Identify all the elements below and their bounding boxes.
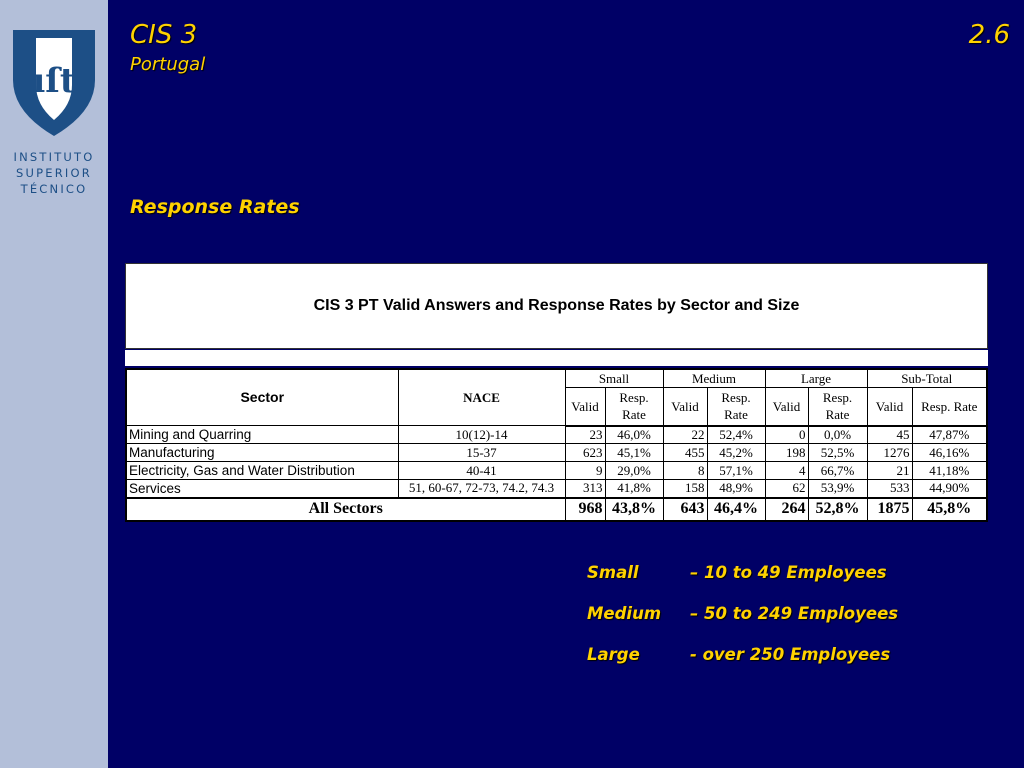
legend-description: – 10 to 49 Employees [690, 563, 887, 582]
total-row: All Sectors 968 43,8% 643 46,4% 264 52,8% 1875 4… [125, 496, 988, 521]
valid-cell: 313 [564, 479, 606, 498]
total-rate-cell: 45,8% [911, 496, 988, 521]
svg-text:ıſt: ıſt [32, 61, 76, 101]
total-label: All Sectors [125, 496, 566, 521]
header-resp-rate: Resp. Rate [604, 387, 664, 427]
table-row: Services 51, 60-67, 72-73, 74.2, 74.3 313 4… [125, 479, 988, 498]
logo-text-line1: INSTITUTO [13, 150, 95, 164]
sector-cell: Manufacturing [125, 443, 399, 462]
nace-cell: 51, 60-67, 72-73, 74.2, 74.3 [397, 479, 566, 498]
valid-cell: 8 [662, 461, 708, 480]
header-resp-rate: Resp. Rate [807, 387, 868, 427]
slide-subtitle: Portugal [130, 54, 206, 75]
table-row: Manufacturing 15-37 623 45,1% 455 45,2% 198 52,… [125, 443, 988, 462]
valid-cell: 455 [662, 443, 708, 462]
caption-band [125, 350, 988, 366]
valid-cell: 45 [866, 425, 913, 444]
rate-cell: 52,4% [706, 425, 766, 444]
ist-logo-shield: ıſt [13, 30, 95, 136]
rate-cell: 52,5% [807, 443, 868, 462]
valid-cell: 21 [866, 461, 913, 480]
valid-cell: 533 [866, 479, 913, 498]
sector-cell: Mining and Quarring [125, 425, 399, 444]
legend-description: – 50 to 249 Employees [690, 604, 899, 623]
rate-cell: 41,18% [911, 461, 988, 480]
header-subtotal: Sub-Total [866, 368, 988, 388]
logo-text-line3: TÉCNICO [20, 182, 88, 196]
table-row: Electricity, Gas and Water Distribution 4… [125, 461, 988, 480]
rate-cell: 41,8% [604, 479, 664, 498]
valid-cell: 22 [662, 425, 708, 444]
sector-cell: Electricity, Gas and Water Distribution [125, 461, 399, 480]
header-valid: Valid [662, 387, 708, 427]
total-valid-cell: 968 [564, 496, 606, 521]
rate-cell: 47,87% [911, 425, 988, 444]
sector-cell: Services [125, 479, 399, 498]
header-valid: Valid [564, 387, 606, 427]
nace-cell: 40-41 [397, 461, 566, 480]
valid-cell: 0 [764, 425, 809, 444]
legend-term: Medium [587, 604, 662, 623]
rate-cell: 45,1% [604, 443, 664, 462]
total-rate-cell: 52,8% [807, 496, 868, 521]
header-valid: Valid [866, 387, 913, 427]
sidebar: ıſt INSTITUTO SUPERIOR TÉCNICO [0, 0, 108, 768]
legend-description: - over 250 Employees [690, 645, 891, 664]
slide-number: 2.6 [968, 20, 1010, 50]
valid-cell: 62 [764, 479, 809, 498]
header-resp-rate: Resp. Rate [706, 387, 766, 427]
rate-cell: 48,9% [706, 479, 766, 498]
valid-cell: 4 [764, 461, 809, 480]
valid-cell: 158 [662, 479, 708, 498]
header-nace: NACE [397, 368, 566, 426]
header-small: Small [564, 368, 664, 388]
rate-cell: 29,0% [604, 461, 664, 480]
total-valid-cell: 643 [662, 496, 708, 521]
valid-cell: 198 [764, 443, 809, 462]
valid-cell: 9 [564, 461, 606, 480]
legend-term: Small [587, 563, 639, 582]
table-row: Mining and Quarring 10(12)-14 23 46,0% 22 52,… [125, 425, 988, 444]
nace-cell: 15-37 [397, 443, 566, 462]
section-title: Response Rates [130, 196, 300, 218]
rate-cell: 44,90% [911, 479, 988, 498]
valid-cell: 623 [564, 443, 606, 462]
rate-cell: 45,2% [706, 443, 766, 462]
rate-cell: 57,1% [706, 461, 766, 480]
total-rate-cell: 43,8% [604, 496, 664, 521]
rate-cell: 0,0% [807, 425, 868, 444]
valid-cell: 23 [564, 425, 606, 444]
rate-cell: 46,16% [911, 443, 988, 462]
valid-cell: 1276 [866, 443, 913, 462]
table-caption: CIS 3 PT Valid Answers and Response Rate… [125, 263, 988, 349]
rate-cell: 66,7% [807, 461, 868, 480]
nace-cell: 10(12)-14 [397, 425, 566, 444]
header-valid: Valid [764, 387, 809, 427]
legend-term: Large [587, 645, 640, 664]
header-large: Large [764, 368, 868, 388]
rate-cell: 53,9% [807, 479, 868, 498]
header-sector: Sector [125, 368, 399, 426]
total-rate-cell: 46,4% [706, 496, 766, 521]
header-resp-rate: Resp. Rate [911, 387, 988, 427]
header-medium: Medium [662, 368, 766, 388]
slide-title: CIS 3 [130, 20, 198, 50]
total-valid-cell: 1875 [866, 496, 913, 521]
response-rates-table: Sector NACE Small Medium Large Sub-Total… [125, 368, 988, 522]
logo-text-line2: SUPERIOR [16, 166, 92, 180]
rate-cell: 46,0% [604, 425, 664, 444]
total-valid-cell: 264 [764, 496, 809, 521]
